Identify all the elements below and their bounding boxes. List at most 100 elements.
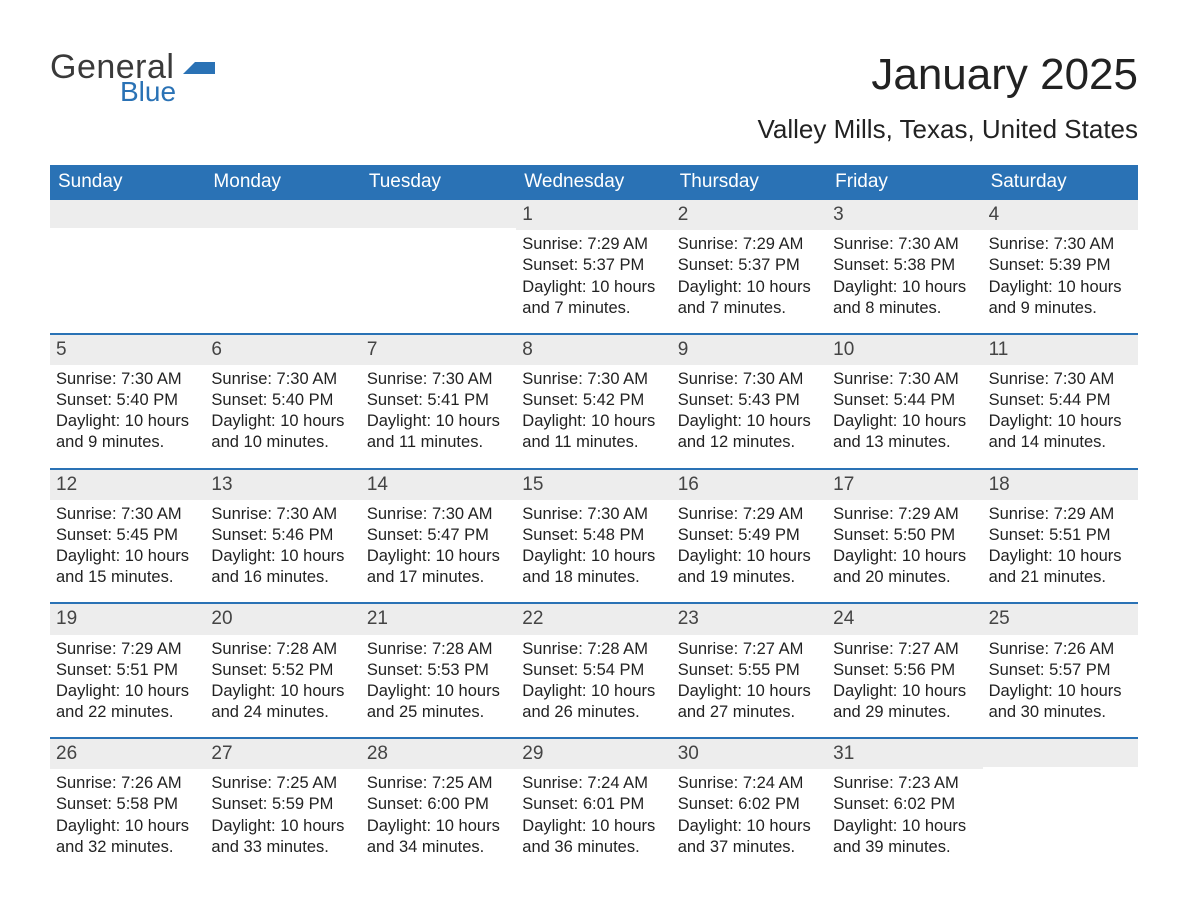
- day-number-bar: 15: [516, 470, 671, 500]
- day-number-bar: 11: [983, 335, 1138, 365]
- day-cell: 12 Sunrise: 7:30 AMSunset: 5:45 PMDayligh…: [50, 470, 205, 603]
- sunset-text: Sunset: 5:53 PM: [367, 660, 510, 681]
- logo-word-blue: Blue: [120, 78, 217, 106]
- sunset-text: Sunset: 6:00 PM: [367, 794, 510, 815]
- sunset-text: Sunset: 5:42 PM: [522, 390, 665, 411]
- day-cell: 13Sunrise: 7:30 AMSunset: 5:46 PMDayligh…: [205, 470, 360, 603]
- day-number-bar: 4: [983, 200, 1138, 230]
- day-number: 9: [678, 339, 689, 360]
- day-cell: 4Sunrise: 7:30 AMSunset: 5:39 PMDaylight…: [983, 200, 1138, 333]
- day-number: 19: [56, 608, 77, 629]
- day-number: 14: [367, 474, 388, 495]
- sunset-text: Sunset: 5:48 PM: [522, 525, 665, 546]
- day-number: 29: [522, 743, 543, 764]
- sunset-text: Sunset: 5:37 PM: [522, 255, 665, 276]
- sunrise-text: Sunrise: 7:28 AM: [367, 639, 510, 660]
- sunrise-text: Sunrise: 7:26 AM: [56, 773, 199, 794]
- day-number: 26: [56, 743, 77, 764]
- sunset-text: Sunset: 5:44 PM: [989, 390, 1132, 411]
- day-number: 28: [367, 743, 388, 764]
- logo-text: General Blue: [50, 50, 217, 106]
- day-number: 6: [211, 339, 222, 360]
- day-number-bar: 26: [50, 739, 205, 769]
- day-number: 1: [522, 204, 533, 225]
- daylight-text: Daylight: 10 hours and 8 minutes.: [833, 277, 976, 319]
- day-cell: [983, 739, 1138, 872]
- month-title: January 2025: [757, 50, 1138, 100]
- sunrise-text: Sunrise: 7:24 AM: [522, 773, 665, 794]
- daylight-text: Daylight: 10 hours and 14 minutes.: [989, 411, 1132, 453]
- day-number-bar: [983, 739, 1138, 767]
- day-cell: 26Sunrise: 7:26 AMSunset: 5:58 PMDayligh…: [50, 739, 205, 872]
- sunrise-text: Sunrise: 7:30 AM: [56, 504, 199, 525]
- day-number-bar: 21: [361, 604, 516, 634]
- daylight-text: Daylight: 10 hours and 27 minutes.: [678, 681, 821, 723]
- day-number-bar: 7: [361, 335, 516, 365]
- day-cell: 15Sunrise: 7:30 AMSunset: 5:48 PMDayligh…: [516, 470, 671, 603]
- sunset-text: Sunset: 5:46 PM: [211, 525, 354, 546]
- daylight-text: Daylight: 10 hours and 22 minutes.: [56, 681, 199, 723]
- sunrise-text: Sunrise: 7:30 AM: [56, 369, 199, 390]
- dow-cell: Saturday: [983, 165, 1138, 200]
- sunrise-text: Sunrise: 7:30 AM: [211, 369, 354, 390]
- sunset-text: Sunset: 5:39 PM: [989, 255, 1132, 276]
- day-number-bar: 18: [983, 470, 1138, 500]
- sunset-text: Sunset: 5:51 PM: [989, 525, 1132, 546]
- sunset-text: Sunset: 5:57 PM: [989, 660, 1132, 681]
- day-cell: 23Sunrise: 7:27 AMSunset: 5:55 PMDayligh…: [672, 604, 827, 737]
- day-number-bar: 24: [827, 604, 982, 634]
- day-number-bar: 10: [827, 335, 982, 365]
- sunset-text: Sunset: 5:51 PM: [56, 660, 199, 681]
- dow-cell: Monday: [205, 165, 360, 200]
- day-number: 10: [833, 339, 854, 360]
- day-number: 18: [989, 474, 1010, 495]
- sunrise-text: Sunrise: 7:29 AM: [56, 639, 199, 660]
- calendar: SundayMondayTuesdayWednesdayThursdayFrid…: [50, 165, 1138, 872]
- day-cell: 24Sunrise: 7:27 AMSunset: 5:56 PMDayligh…: [827, 604, 982, 737]
- sunrise-text: Sunrise: 7:23 AM: [833, 773, 976, 794]
- day-cell: 30Sunrise: 7:24 AMSunset: 6:02 PMDayligh…: [672, 739, 827, 872]
- day-number-bar: 23: [672, 604, 827, 634]
- day-number: 27: [211, 743, 232, 764]
- day-number-bar: [50, 200, 205, 228]
- daylight-text: Daylight: 10 hours and 13 minutes.: [833, 411, 976, 453]
- daylight-text: Daylight: 10 hours and 15 minutes.: [56, 546, 199, 588]
- day-number-bar: 13: [205, 470, 360, 500]
- daylight-text: Daylight: 10 hours and 32 minutes.: [56, 816, 199, 858]
- sunrise-text: Sunrise: 7:30 AM: [833, 234, 976, 255]
- sunrise-text: Sunrise: 7:25 AM: [211, 773, 354, 794]
- day-number: 12: [56, 474, 77, 495]
- day-cell: 9Sunrise: 7:30 AMSunset: 5:43 PMDaylight…: [672, 335, 827, 468]
- week-row: 26Sunrise: 7:26 AMSunset: 5:58 PMDayligh…: [50, 737, 1138, 872]
- day-cell: [50, 200, 205, 333]
- day-number-bar: 1: [516, 200, 671, 230]
- day-number-bar: 31: [827, 739, 982, 769]
- sunrise-text: Sunrise: 7:29 AM: [522, 234, 665, 255]
- week-row: 12Sunrise: 7:30 AMSunset: 5:45 PMDayligh…: [50, 468, 1138, 603]
- daylight-text: Daylight: 10 hours and 26 minutes.: [522, 681, 665, 723]
- day-cell: 1Sunrise: 7:29 AMSunset: 5:37 PMDaylight…: [516, 200, 671, 333]
- sunset-text: Sunset: 6:02 PM: [678, 794, 821, 815]
- day-cell: 28Sunrise: 7:25 AMSunset: 6:00 PMDayligh…: [361, 739, 516, 872]
- sunrise-text: Sunrise: 7:30 AM: [833, 369, 976, 390]
- day-number-bar: 3: [827, 200, 982, 230]
- daylight-text: Daylight: 10 hours and 12 minutes.: [678, 411, 821, 453]
- sunrise-text: Sunrise: 7:27 AM: [678, 639, 821, 660]
- sunrise-text: Sunrise: 7:29 AM: [678, 504, 821, 525]
- day-cell: 27Sunrise: 7:25 AMSunset: 5:59 PMDayligh…: [205, 739, 360, 872]
- day-number-bar: 12: [50, 470, 205, 500]
- sunset-text: Sunset: 5:45 PM: [56, 525, 199, 546]
- day-cell: 5Sunrise: 7:30 AMSunset: 5:40 PMDaylight…: [50, 335, 205, 468]
- day-cell: 18Sunrise: 7:29 AMSunset: 5:51 PMDayligh…: [983, 470, 1138, 603]
- day-number-bar: [205, 200, 360, 228]
- daylight-text: Daylight: 10 hours and 21 minutes.: [989, 546, 1132, 588]
- sunrise-text: Sunrise: 7:30 AM: [367, 504, 510, 525]
- title-block: January 2025 Valley Mills, Texas, United…: [757, 50, 1138, 159]
- sunrise-text: Sunrise: 7:28 AM: [522, 639, 665, 660]
- day-number: 31: [833, 743, 854, 764]
- day-cell: [361, 200, 516, 333]
- day-number: 24: [833, 608, 854, 629]
- sunset-text: Sunset: 5:49 PM: [678, 525, 821, 546]
- sunset-text: Sunset: 5:41 PM: [367, 390, 510, 411]
- dow-cell: Thursday: [672, 165, 827, 200]
